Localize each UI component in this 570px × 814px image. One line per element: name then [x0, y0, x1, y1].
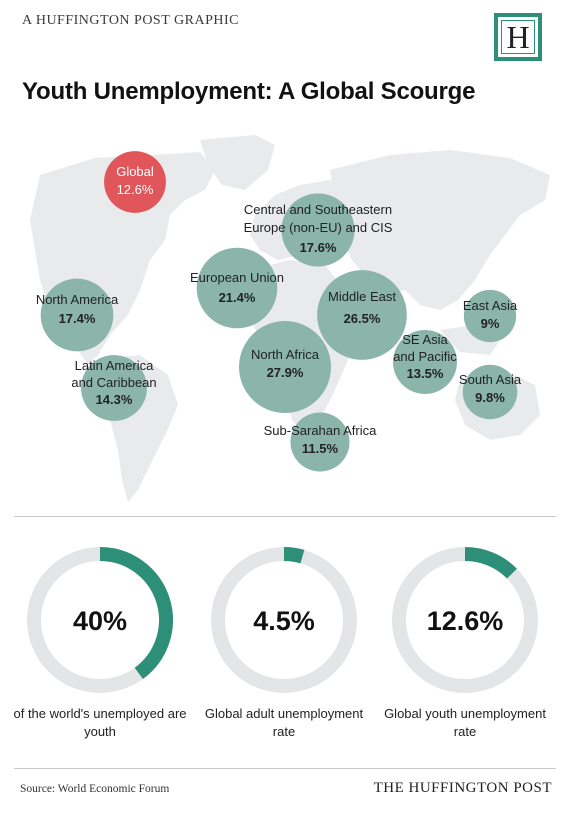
bubble-value-5: 9%: [481, 316, 500, 331]
donut-charts: 40% 4.5% 12.6%: [27, 547, 538, 693]
bubble-value-0: 12.6%: [117, 182, 154, 197]
bubble-4: [317, 270, 407, 360]
bubble-value-2: 21.4%: [219, 290, 256, 305]
land-greenland: [200, 135, 275, 190]
bubble-label-0: Global: [116, 164, 154, 179]
bubble-7: [239, 321, 331, 413]
land-asia: [330, 150, 550, 310]
bubble-8: [393, 330, 457, 394]
bubble-value-6: 14.3%: [96, 392, 133, 407]
bubble-label-2: European Union: [190, 270, 284, 285]
bubble-label-1-0: Central and Southeastern: [244, 202, 392, 217]
bubble-label-7: North Africa: [251, 347, 320, 362]
donut-caption-2: Global adult unemployment rate: [204, 706, 364, 739]
bubble-value-1: 17.6%: [300, 240, 337, 255]
bubble-value-10: 11.5%: [302, 441, 339, 456]
bubble-value-9: 9.8%: [475, 390, 505, 405]
tagline: A HUFFINGTON POST GRAPHIC: [22, 13, 239, 28]
bubble-value-4: 26.5%: [344, 311, 381, 326]
bubble-label-9: South Asia: [459, 372, 522, 387]
bubble-label-3: North America: [36, 292, 119, 307]
world-bubble-map: Global 12.6% Central and Southeastern Europ…: [30, 135, 550, 502]
donut-caption-3: Global youth unemployment rate: [384, 706, 546, 739]
logo-letter: H: [506, 19, 530, 55]
bubble-1: [281, 193, 355, 267]
donut-arc-3: [464, 547, 517, 579]
bubble-3: [40, 278, 114, 352]
footer-brand: THE HUFFINGTON POST: [373, 780, 552, 796]
bubble-9: [462, 364, 518, 420]
donut-value-2: 4.5%: [253, 606, 315, 636]
donut-value-1: 40%: [73, 606, 127, 636]
bubble-6: [81, 355, 147, 421]
bubble-label-1-1: Europe (non-EU) and CIS: [244, 220, 393, 235]
donut-arc-2: [283, 547, 305, 564]
bubble-label-10: Sub-Sarahan Africa: [264, 423, 378, 438]
section-divider: [14, 516, 556, 517]
huffpost-logo: H: [494, 13, 542, 61]
bubble-2: [196, 247, 278, 329]
donut-caption-1: of the world's unemployed are youth: [13, 706, 187, 739]
bubble-5: [463, 289, 517, 343]
bubble-label-8-0: SE Asia: [402, 332, 448, 347]
logo-frame: [501, 20, 535, 54]
bubble-label-5: East Asia: [463, 298, 518, 313]
page-title: Youth Unemployment: A Global Scourge: [22, 78, 476, 105]
bubble-value-7: 27.9%: [267, 365, 304, 380]
bubble-10: [290, 412, 350, 472]
bubble-0: [104, 151, 166, 213]
bubble-label-6-0: Latin America: [75, 358, 155, 373]
bubble-label-6-1: and Caribbean: [71, 375, 156, 390]
source-note: Source: World Economic Forum: [20, 783, 170, 795]
donut-arc-1: [99, 547, 173, 680]
footer-divider: [14, 768, 556, 769]
bubble-label-8-1: and Pacific: [393, 349, 457, 364]
header-bar: A HUFFINGTON POST GRAPHIC: [0, 0, 570, 40]
donut-value-3: 12.6%: [427, 606, 504, 636]
bubble-value-8: 13.5%: [407, 366, 444, 381]
bubble-label-4: Middle East: [328, 289, 396, 304]
bubble-value-3: 17.4%: [59, 311, 96, 326]
